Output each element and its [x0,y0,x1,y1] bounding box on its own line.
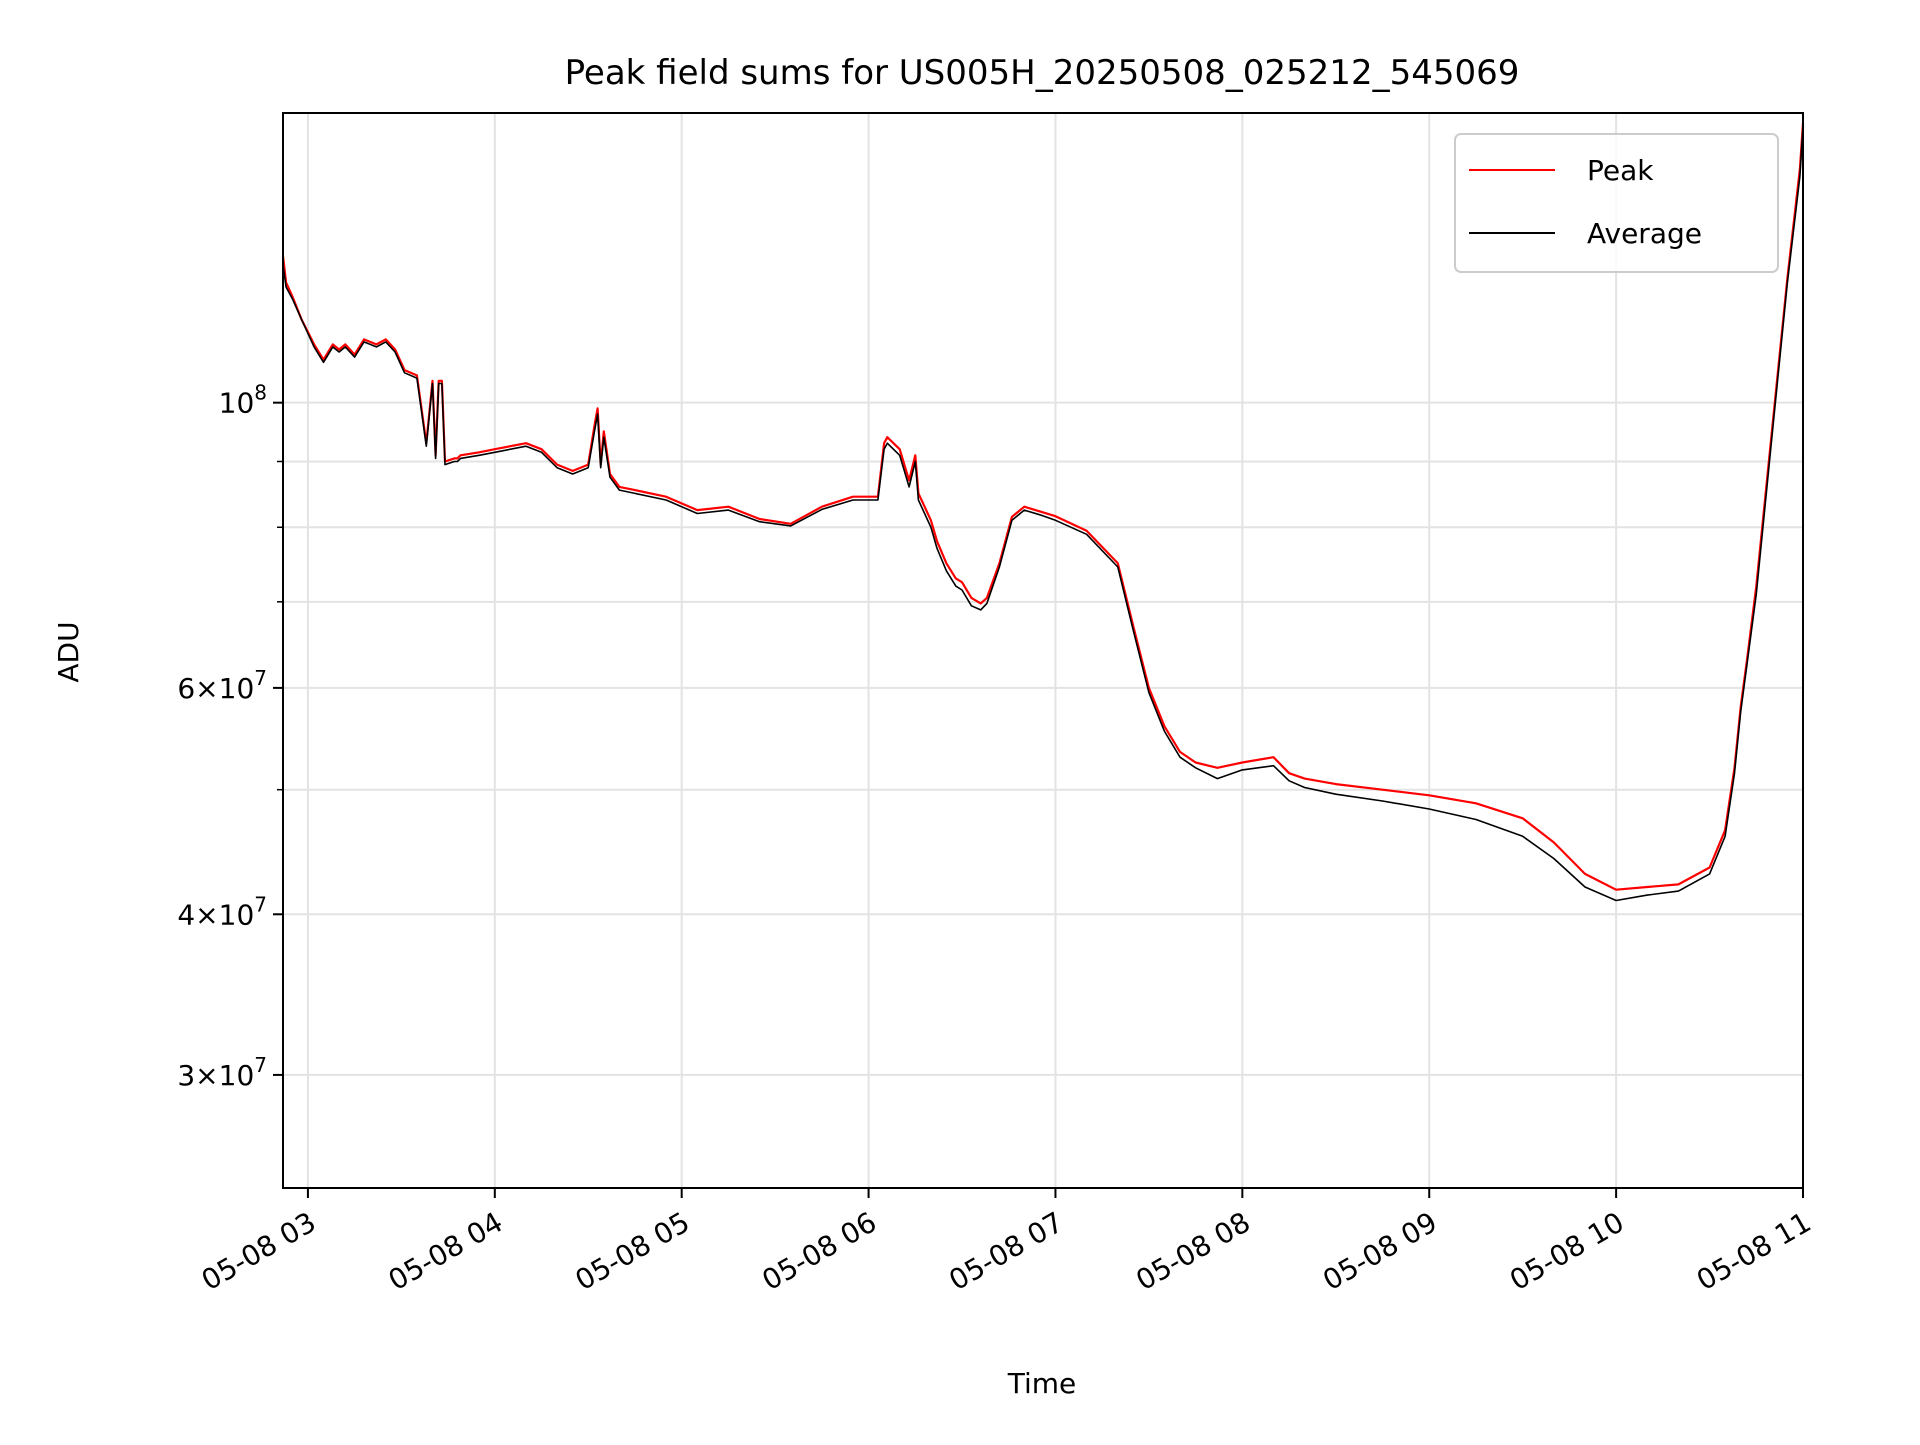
y-tick-label: 108 [219,381,267,420]
y-axis-label: ADU [52,621,85,682]
y-tick-label: 4×107 [177,892,267,931]
chart-title: Peak field sums for US005H_20250508_0252… [565,53,1520,93]
legend: Peak Average [1454,133,1779,273]
series-line-average [282,126,1804,902]
x-axis-label: Time [1007,1367,1077,1400]
plot-frame [282,112,1804,1189]
series-layer [281,123,1805,902]
y-tick-label: 3×107 [177,1053,267,1092]
legend-box [1454,133,1779,273]
legend-label-average: Average [1587,217,1702,250]
legend-label-peak: Peak [1587,154,1654,187]
y-tick-label: 6×107 [177,666,267,705]
